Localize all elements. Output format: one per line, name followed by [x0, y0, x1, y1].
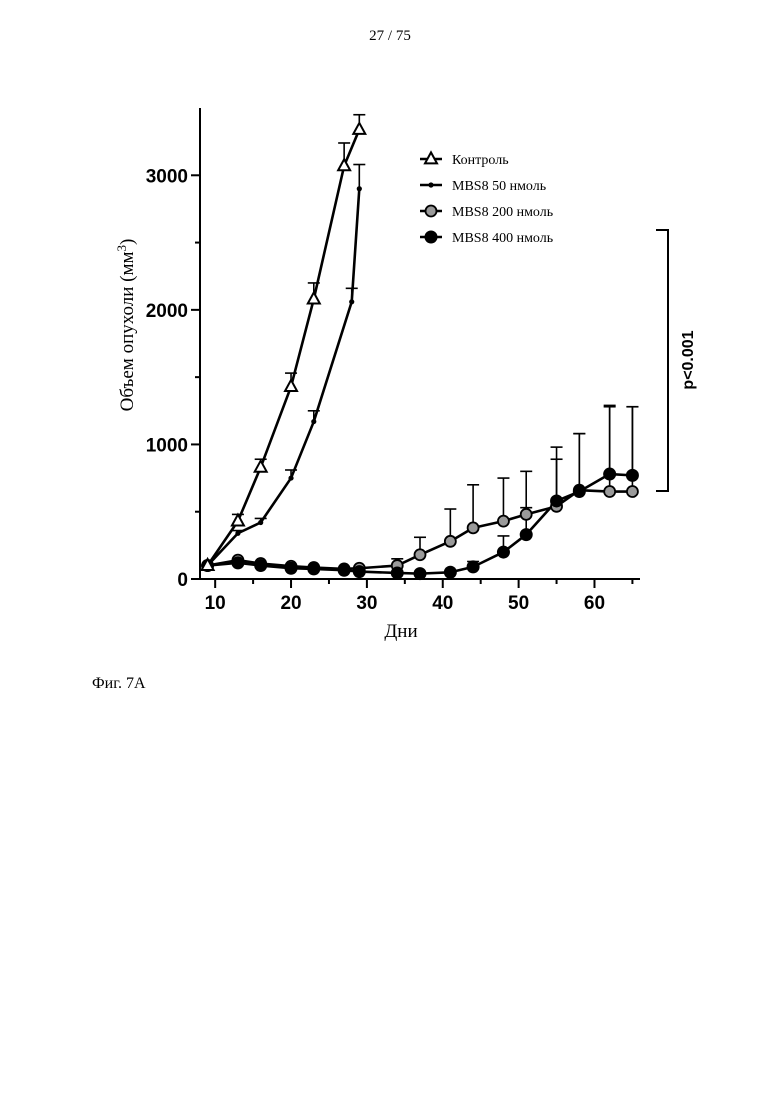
data-point-series-2	[288, 475, 293, 480]
data-point-series-4	[444, 566, 457, 579]
data-point-series-1	[353, 123, 365, 134]
y-axis-title-main: Объем опухоли (мм	[117, 251, 138, 411]
data-point-series-4	[550, 494, 563, 507]
y-tick-label: 3000	[146, 166, 188, 187]
chart-legend: Контроль MBS8 50 нмоль MBS8 200 нмоль MBS8 …	[420, 152, 553, 246]
p-value-label: p<0.001	[680, 330, 697, 389]
data-point-series-4	[231, 556, 244, 569]
y-axis-title: Объем опухоли (мм3)	[114, 239, 138, 412]
data-point-series-3	[498, 516, 509, 527]
data-point-series-4	[353, 565, 366, 578]
data-point-series-3	[627, 486, 638, 497]
legend-label-1: Контроль	[452, 153, 509, 168]
data-point-series-4	[285, 562, 298, 575]
data-point-series-4	[391, 566, 404, 579]
significance-bracket	[656, 230, 668, 491]
x-tick-label: 20	[280, 593, 301, 614]
legend-label-4: MBS8 400 нмоль	[452, 231, 553, 246]
chart-error-bars	[232, 115, 638, 567]
data-point-series-3	[468, 522, 479, 533]
figure-caption: Фиг. 7A	[92, 675, 146, 693]
chart-axes: 0 1000 2000 3000 10 20 30 40 50 60	[146, 108, 640, 614]
y-tick-label: 1000	[146, 435, 188, 456]
tumor-volume-chart: 0 1000 2000 3000 10 20 30 40 50 60 Контроль MBS8 5…	[0, 0, 780, 670]
data-point-series-1	[285, 380, 297, 391]
data-point-series-3	[521, 509, 532, 520]
x-tick-label: 60	[584, 593, 605, 614]
data-point-series-4	[254, 559, 267, 572]
data-point-series-1	[255, 461, 267, 472]
data-point-series-3	[604, 486, 615, 497]
data-point-series-4	[467, 560, 480, 573]
data-point-series-1	[232, 515, 244, 526]
data-point-series-1	[308, 292, 320, 303]
data-point-series-4	[520, 528, 533, 541]
data-point-series-4	[603, 468, 616, 481]
data-point-series-2	[235, 531, 240, 536]
x-axis-title: Дни	[384, 621, 417, 642]
legend-label-2: MBS8 50 нмоль	[452, 179, 546, 194]
x-tick-label: 50	[508, 593, 529, 614]
data-point-series-4	[414, 567, 427, 580]
legend-marker-3	[426, 206, 437, 217]
data-point-series-4	[307, 562, 320, 575]
data-point-series-4	[338, 564, 351, 577]
legend-marker-4	[425, 231, 438, 244]
data-point-series-2	[349, 299, 354, 304]
series-line-2	[208, 189, 360, 566]
chart-series-lines	[208, 130, 633, 574]
data-point-series-4	[497, 546, 510, 559]
data-point-series-1	[338, 159, 350, 170]
y-tick-label: 0	[177, 570, 188, 591]
data-point-series-2	[311, 419, 316, 424]
y-axis-title-suffix: )	[117, 239, 138, 245]
data-point-series-3	[445, 536, 456, 547]
data-point-series-3	[415, 549, 426, 560]
legend-label-3: MBS8 200 нмоль	[452, 205, 553, 220]
data-point-series-2	[258, 520, 263, 525]
y-tick-label: 2000	[146, 301, 188, 322]
data-point-series-2	[357, 186, 362, 191]
x-tick-label: 30	[356, 593, 377, 614]
data-point-series-4	[626, 469, 639, 482]
legend-marker-2	[428, 182, 433, 187]
bracket-line	[656, 230, 668, 491]
x-tick-label: 10	[205, 593, 226, 614]
data-point-series-4	[573, 485, 586, 498]
x-tick-label: 40	[432, 593, 453, 614]
